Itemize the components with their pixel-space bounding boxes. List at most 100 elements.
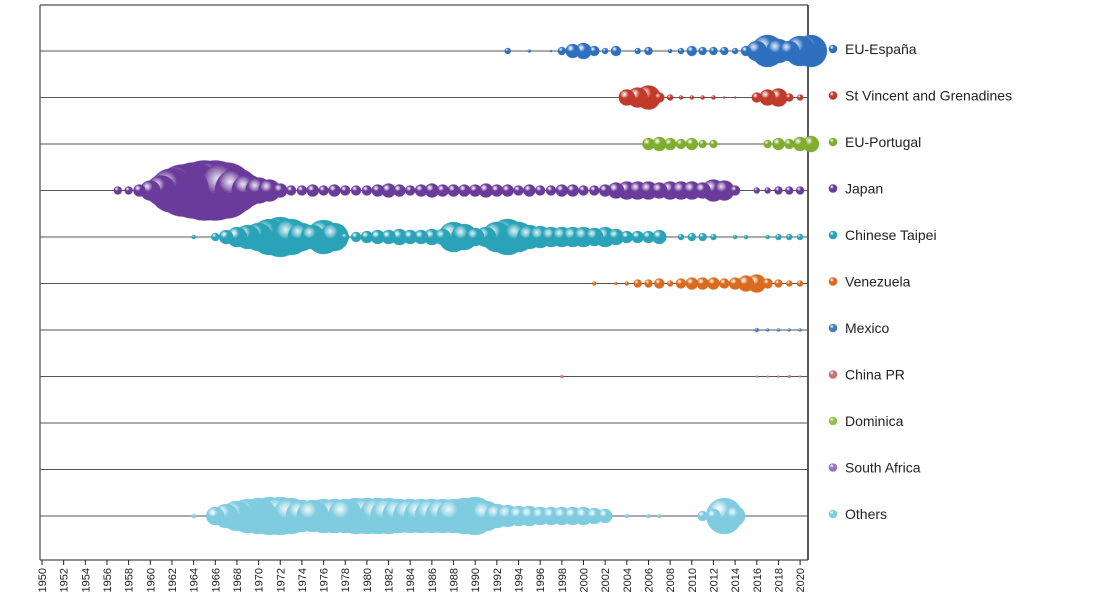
bubble (718, 278, 730, 289)
legend-item: Mexico (828, 320, 890, 336)
bubble (340, 232, 350, 242)
bubble (795, 186, 805, 195)
bubble (689, 95, 695, 100)
bubble (218, 229, 234, 245)
legend-label: EU-España (845, 41, 917, 57)
bubble (436, 498, 471, 534)
bubble (634, 47, 641, 55)
x-tick-label: 2018 (773, 568, 785, 592)
bubble (589, 45, 600, 57)
bubble (711, 95, 716, 100)
x-tick-label: 1998 (557, 568, 569, 592)
legend-item: EU-España (828, 41, 917, 57)
bubble (731, 47, 739, 55)
bubble (765, 234, 770, 240)
x-tick-label: 1958 (124, 568, 136, 592)
x-tick-label: 2014 (730, 568, 742, 592)
bubble (698, 232, 707, 242)
legend-marker (828, 44, 838, 54)
bubble (644, 279, 653, 288)
series-lines (40, 50, 808, 517)
bubble (686, 45, 698, 57)
legend-marker (828, 184, 838, 193)
bubble (707, 277, 720, 290)
bubble (675, 138, 687, 150)
legend-item: Others (828, 506, 887, 522)
legend-item: EU-Portugal (828, 134, 921, 150)
bubble (205, 506, 225, 526)
bubble (490, 184, 504, 197)
x-tick-label: 1986 (427, 568, 439, 592)
bubble (753, 187, 761, 194)
bubble (327, 498, 363, 534)
bubbles (113, 34, 828, 536)
bubble (743, 234, 749, 240)
bubble (772, 137, 785, 151)
bubble (447, 184, 460, 197)
bubble (381, 229, 396, 245)
legend-item: South Africa (828, 460, 921, 476)
x-tick-label: 2002 (600, 568, 612, 592)
legend-marker (828, 277, 838, 286)
bubble (296, 185, 308, 196)
bubble (434, 228, 452, 246)
x-tick-label: 1966 (210, 568, 222, 592)
legend-marker (828, 230, 838, 240)
bubble (677, 47, 685, 55)
bubble (436, 184, 450, 197)
bubble (778, 40, 800, 62)
bubble (709, 46, 718, 56)
bubble (413, 229, 429, 245)
legend-label: Chinese Taipei (845, 227, 937, 243)
bubble (360, 230, 374, 244)
bubble (700, 95, 705, 100)
bubble (339, 185, 351, 196)
legend: EU-España St Vincent and Grenadines EU-Por… (828, 41, 1012, 522)
bubble (133, 184, 146, 197)
bubble (651, 182, 668, 199)
bubble (631, 230, 644, 244)
bubble (685, 137, 699, 151)
bubble (698, 139, 707, 149)
x-tick-label: 2000 (579, 568, 591, 592)
bubble (709, 139, 718, 149)
bubble (687, 232, 697, 242)
bubble (414, 184, 428, 197)
legend-marker (828, 137, 838, 147)
bubble (785, 233, 793, 241)
bubble (113, 186, 123, 195)
bubble (719, 46, 729, 56)
x-tick-label: 1956 (102, 568, 114, 592)
bubble (578, 185, 589, 196)
bubble (710, 233, 717, 241)
bubble (654, 278, 665, 289)
legend-label: China PR (845, 367, 905, 383)
bubble (350, 231, 362, 243)
x-tick-label: 1972 (275, 568, 287, 592)
bubble (729, 185, 741, 196)
bubble (784, 93, 794, 102)
x-tick-label: 1982 (384, 568, 396, 592)
bubble (620, 230, 634, 244)
bubble (763, 139, 772, 149)
bubble (642, 137, 655, 151)
bubble (796, 280, 804, 287)
x-tick-label: 2004 (622, 568, 634, 592)
bubble (774, 279, 783, 288)
bubble (296, 499, 330, 533)
bubble (501, 184, 514, 197)
bubble (404, 185, 416, 196)
bubble (642, 230, 655, 244)
x-tick-label: 1978 (340, 568, 352, 592)
x-tick-label: 1960 (145, 568, 157, 592)
bubble (764, 187, 771, 194)
bubble (393, 184, 406, 197)
legend-item: Venezuela (828, 274, 911, 290)
x-tick-label: 1990 (470, 568, 482, 592)
bubble (706, 508, 721, 524)
x-tick-label: 1968 (232, 568, 244, 592)
bubble (694, 182, 711, 199)
bubble (565, 43, 580, 59)
